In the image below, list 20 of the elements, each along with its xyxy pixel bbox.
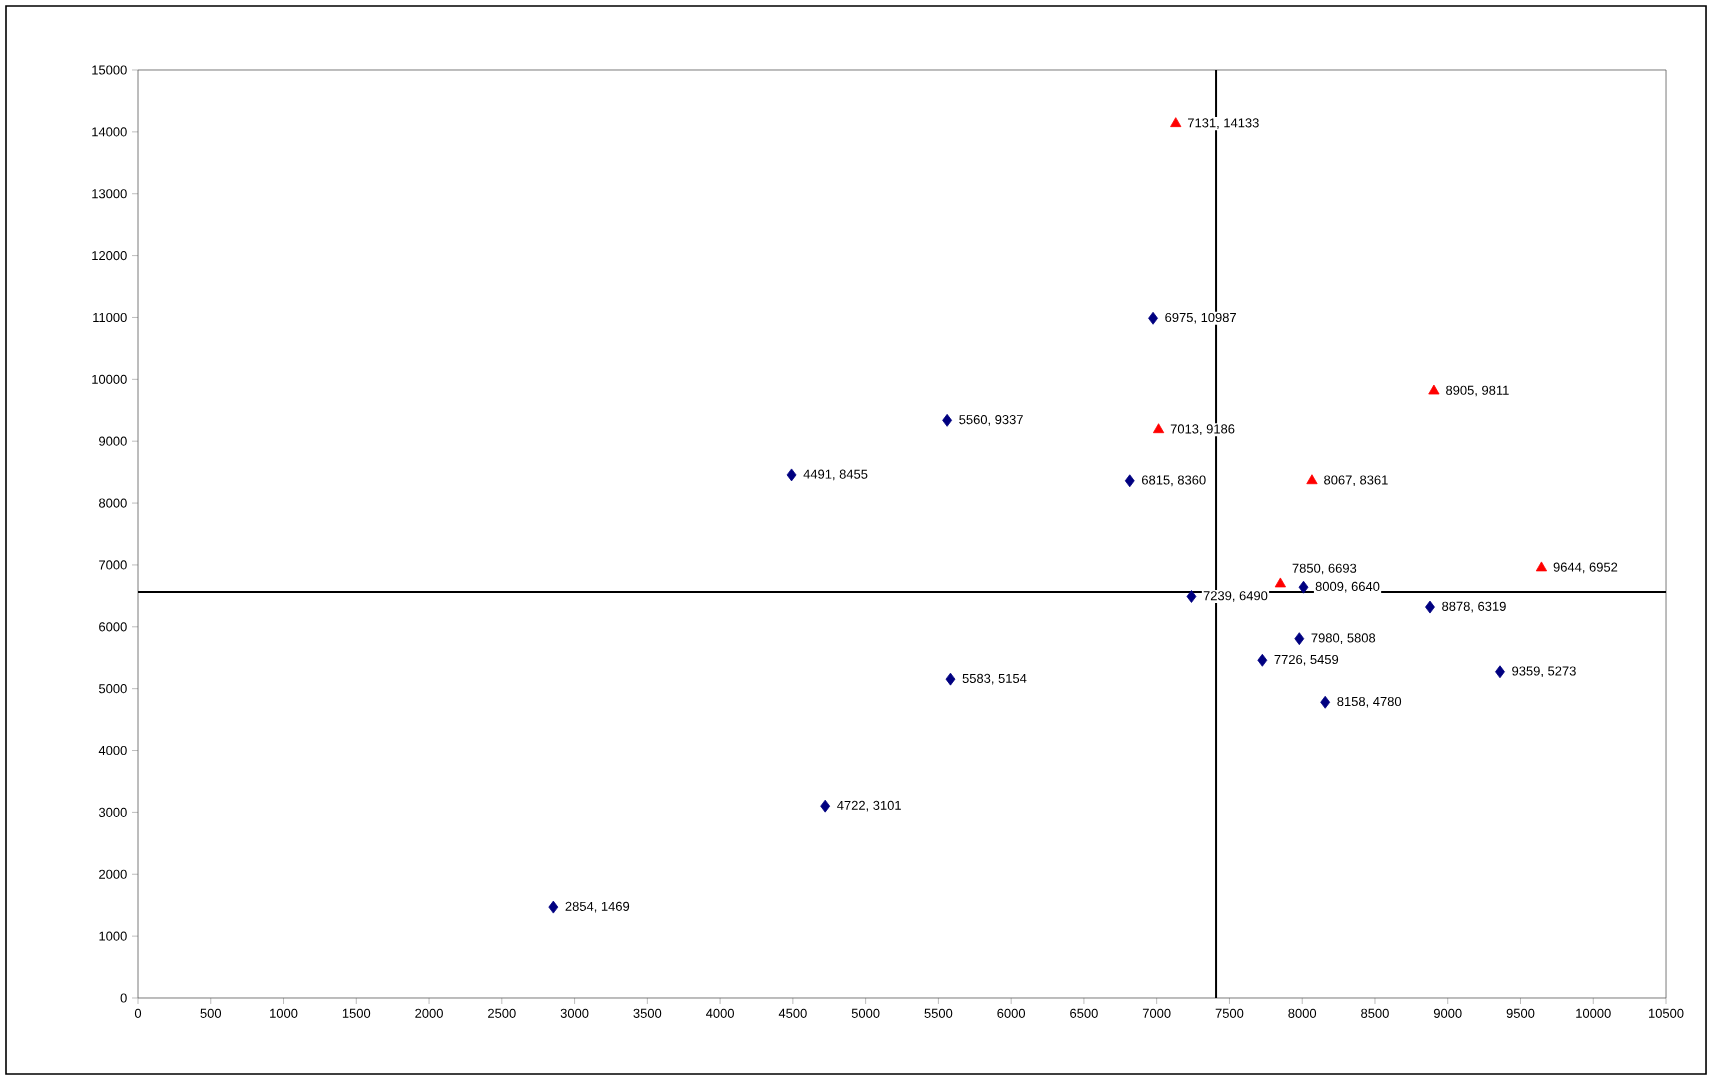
point — [1428, 384, 1440, 395]
point — [942, 413, 953, 427]
point — [1148, 311, 1158, 325]
point — [1320, 695, 1331, 709]
point — [1298, 580, 1309, 594]
point — [1495, 665, 1505, 679]
point — [820, 799, 831, 813]
point — [1294, 632, 1305, 646]
point — [945, 672, 956, 686]
point — [1257, 653, 1268, 667]
point — [1152, 423, 1165, 434]
point — [786, 468, 797, 482]
point — [1170, 117, 1182, 128]
point — [1535, 561, 1548, 572]
point — [1186, 590, 1197, 603]
point — [1306, 474, 1318, 485]
point — [1124, 474, 1135, 488]
point — [548, 900, 559, 914]
point — [1274, 577, 1286, 588]
point — [1425, 600, 1435, 614]
